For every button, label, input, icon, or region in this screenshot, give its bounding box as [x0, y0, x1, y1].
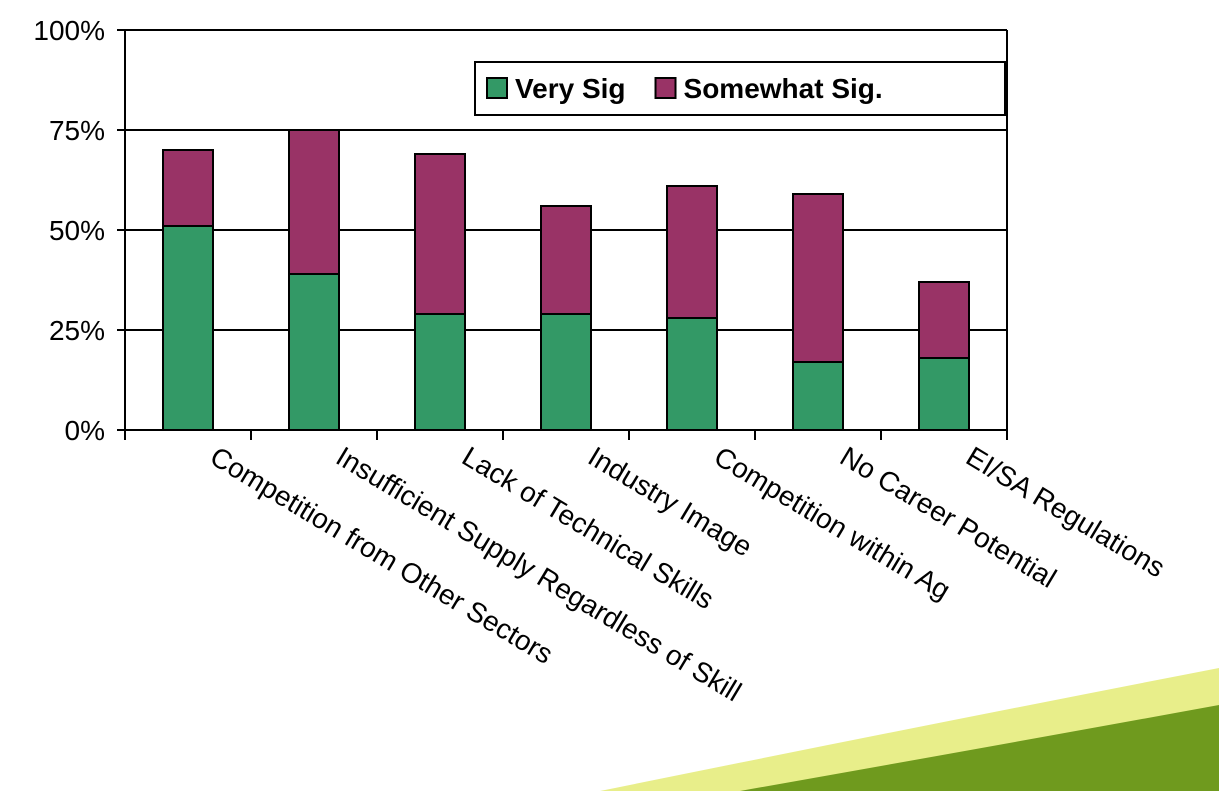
bar-segment [414, 313, 466, 431]
decor-swoosh-dark [740, 705, 1219, 791]
legend-label: Somewhat Sig. [684, 73, 883, 104]
bar-segment [288, 129, 340, 275]
x-tick-label: No Career Potential [835, 441, 1062, 594]
legend-box [474, 61, 1006, 116]
bar-segment [792, 361, 844, 431]
x-tick-label: Competition within Ag [709, 441, 956, 606]
bar-segment [162, 225, 214, 431]
bar-segment [414, 153, 466, 315]
y-tick-label: 100% [33, 15, 105, 46]
bar-segment [540, 313, 592, 431]
bar-segment [792, 193, 844, 363]
y-tick-label: 50% [49, 215, 105, 246]
bar-segment [162, 149, 214, 227]
bar-segment [288, 273, 340, 431]
legend-swatch [654, 77, 677, 99]
bar-segment [666, 317, 718, 431]
legend-label: Very Sig [515, 73, 626, 104]
bar-segment [540, 205, 592, 315]
legend-swatch [486, 77, 508, 99]
legend: Very Sig Somewhat Sig. [474, 61, 1006, 116]
y-tick-label: 0% [65, 415, 105, 446]
bar-segment [918, 281, 970, 359]
bar-segment [918, 357, 970, 431]
y-tick-label: 25% [49, 315, 105, 346]
x-tick-label: EI/SA Regulations [961, 441, 1170, 584]
y-tick-label: 75% [49, 115, 105, 146]
bar-segment [666, 185, 718, 319]
